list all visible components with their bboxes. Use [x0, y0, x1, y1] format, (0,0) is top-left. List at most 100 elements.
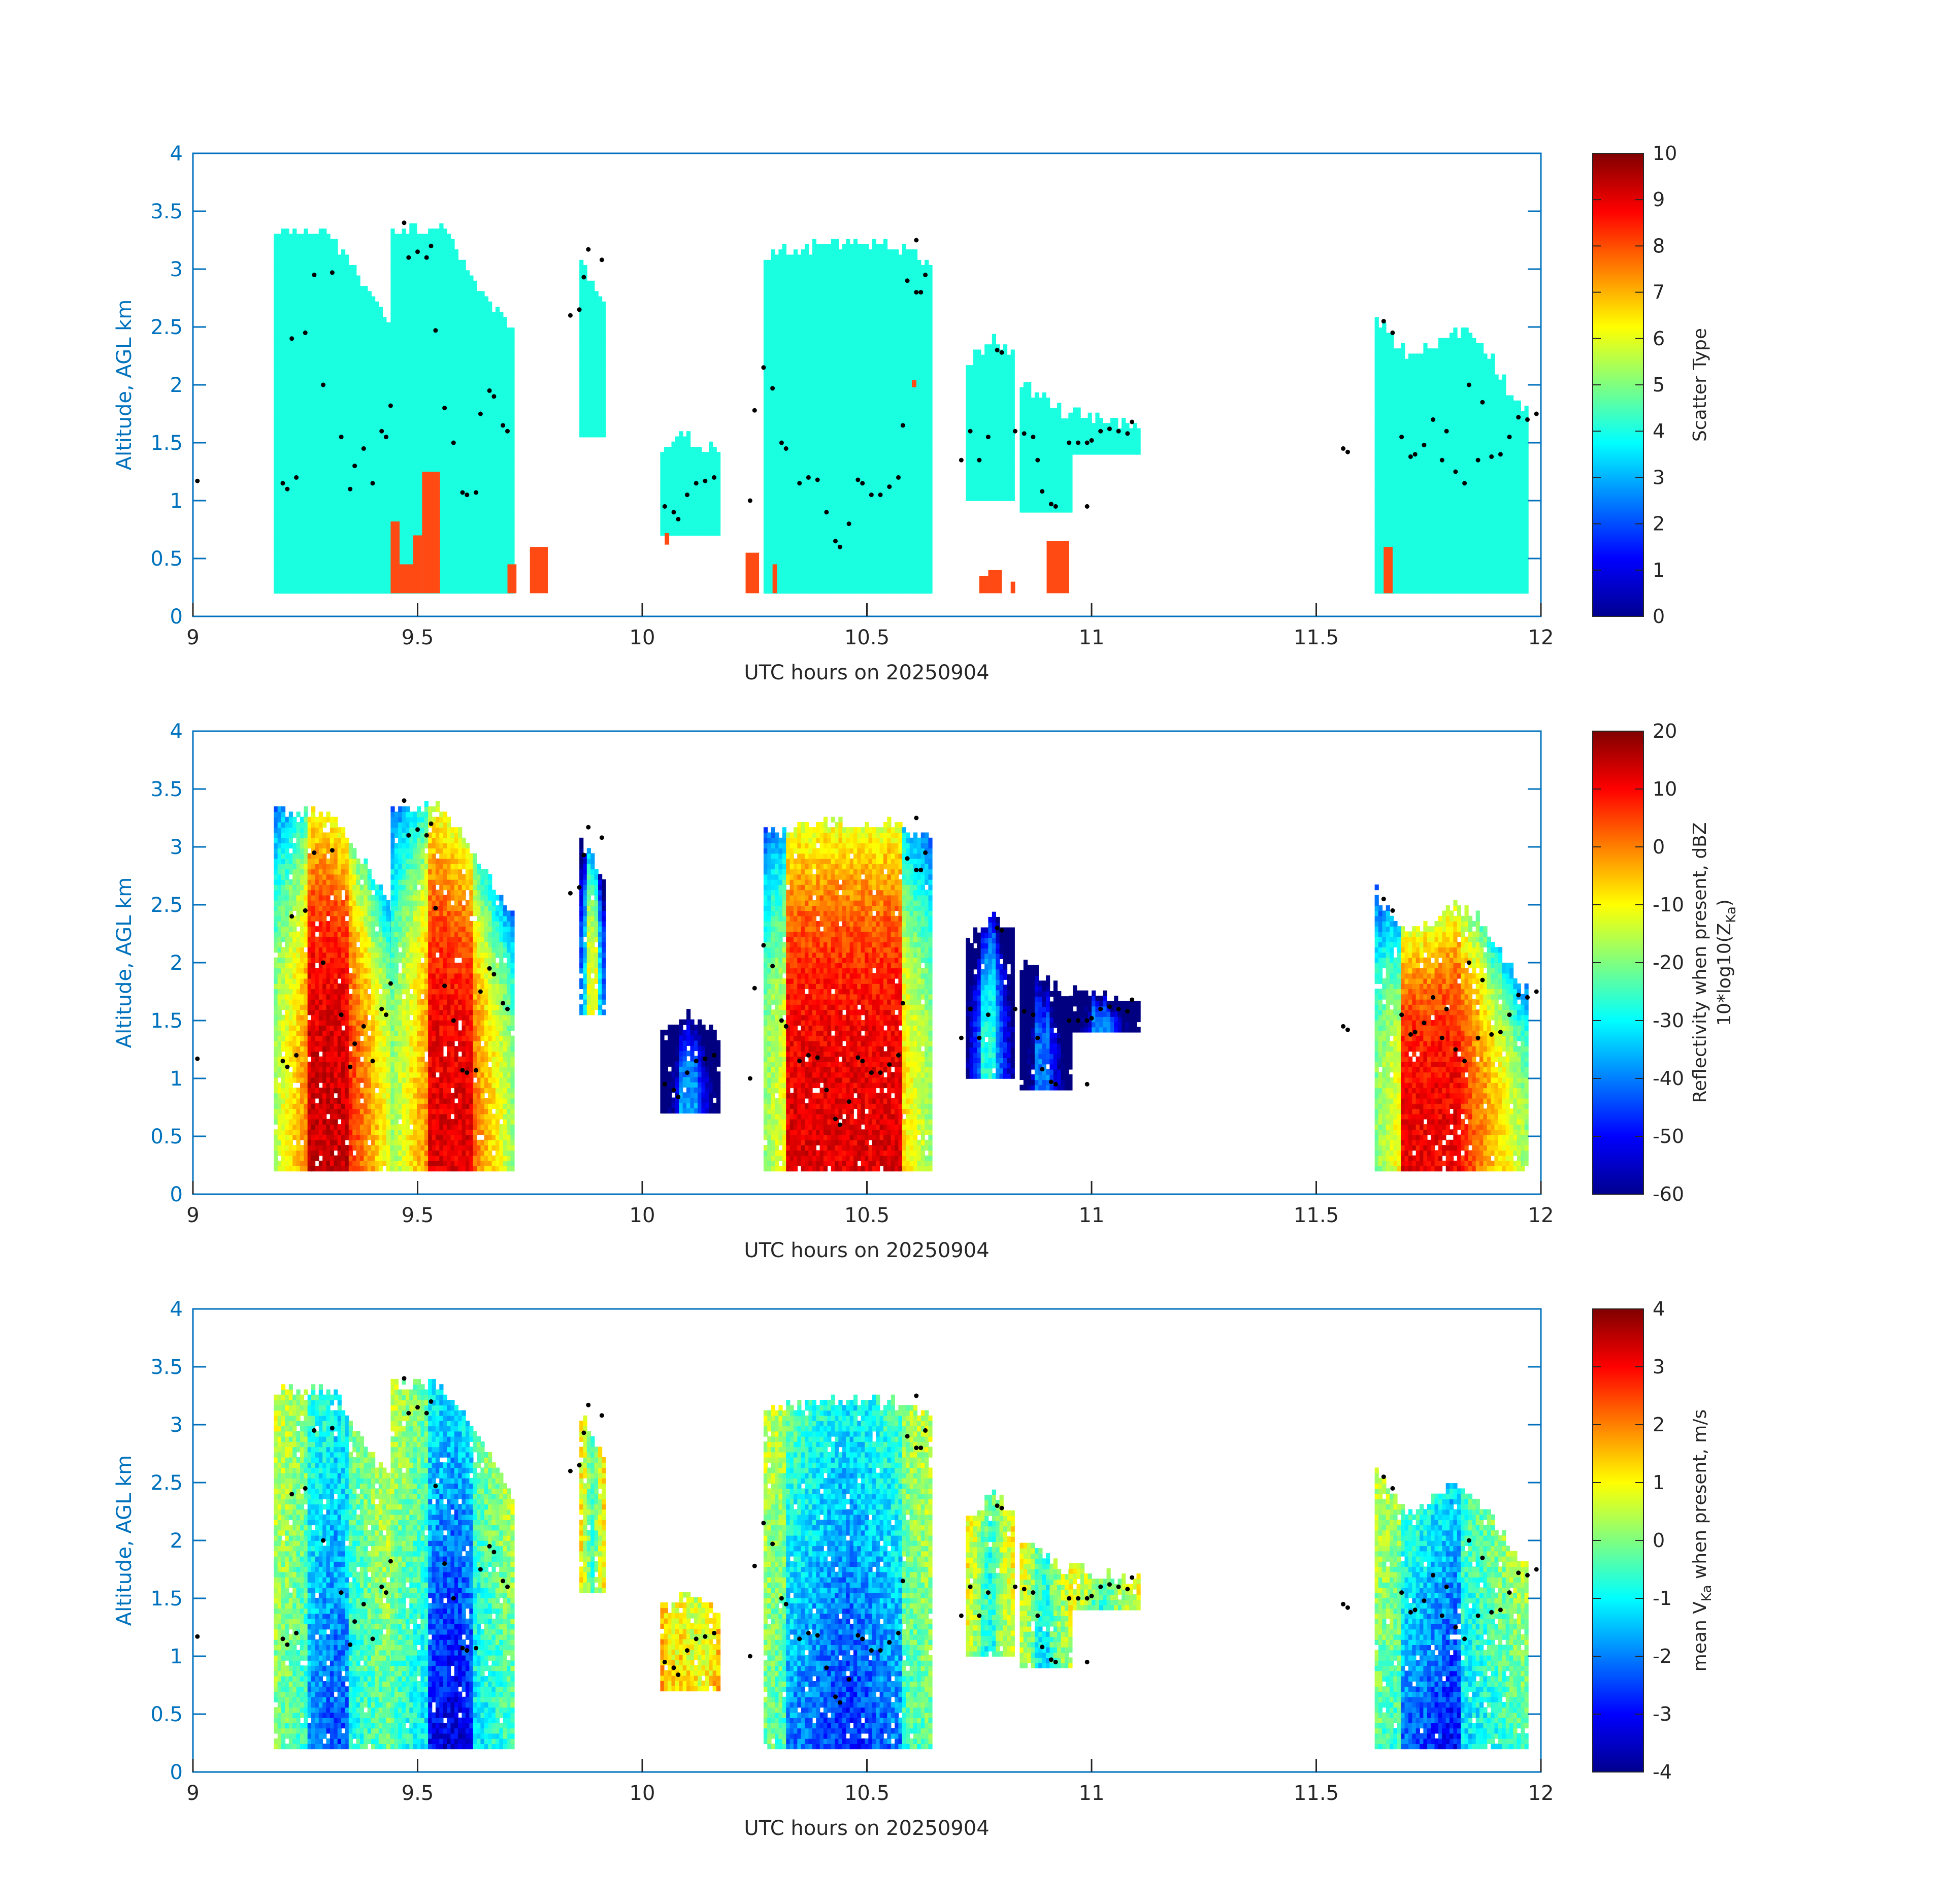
heatmap-cell: [326, 265, 331, 271]
heatmap-cell: [409, 520, 414, 526]
heatmap-cell: [390, 291, 395, 297]
heatmap-cell: [348, 572, 353, 578]
heatmap-cell: [330, 374, 335, 380]
heatmap-cell: [277, 327, 282, 334]
heatmap-cell: [378, 447, 383, 453]
heatmap-cell: [510, 510, 515, 516]
heatmap-cell: [307, 510, 312, 516]
heatmap-cell: [341, 353, 346, 359]
heatmap-cell: [367, 536, 372, 542]
heatmap-cell: [345, 369, 349, 375]
heatmap-cell: [300, 322, 305, 328]
heatmap-cell: [296, 322, 301, 328]
heatmap-cell: [462, 551, 466, 557]
heatmap-cell: [465, 457, 470, 464]
heatmap-cell: [590, 333, 595, 339]
heatmap-cell: [375, 546, 379, 552]
heatmap-cell: [337, 577, 342, 583]
heatmap-cell: [386, 531, 390, 537]
heatmap-cell: [356, 353, 360, 359]
heatmap-cell: [382, 526, 387, 532]
heatmap-cell: [439, 223, 444, 229]
heatmap-cell: [495, 369, 500, 375]
heatmap-cell: [405, 385, 410, 391]
heatmap-cell: [488, 411, 492, 417]
heatmap-cell: [705, 462, 710, 468]
heatmap-cell: [341, 411, 346, 417]
heatmap-cell: [277, 390, 282, 396]
heatmap-cell: [359, 301, 365, 307]
heatmap-cell: [311, 312, 316, 318]
heatmap-cell: [763, 473, 768, 479]
heatmap-cell: [382, 468, 387, 474]
heatmap-cell: [405, 483, 410, 489]
heatmap-cell: [450, 577, 455, 583]
heatmap-cell: [304, 483, 308, 489]
heatmap-cell: [771, 468, 775, 474]
heatmap-cell: [775, 395, 779, 401]
heatmap-cell: [334, 483, 338, 489]
heatmap-cell: [322, 473, 327, 479]
heatmap-cell: [292, 338, 297, 344]
heatmap-cell: [465, 483, 470, 489]
heatmap-cell: [443, 400, 447, 406]
heatmap-cell: [322, 333, 327, 339]
heatmap-cell: [424, 259, 429, 266]
heatmap-cell: [318, 520, 323, 526]
heatmap-cell: [307, 447, 312, 453]
heatmap-cell: [480, 338, 485, 344]
heatmap-cell: [598, 400, 603, 406]
heatmap-cell: [337, 270, 342, 276]
heatmap-cell: [345, 322, 349, 328]
heatmap-cell: [664, 483, 668, 489]
heatmap-cell: [767, 395, 772, 401]
heatmap-cell: [378, 369, 383, 375]
heatmap-cell: [352, 505, 357, 511]
heatmap-cell: [664, 452, 668, 458]
heatmap-cell: [296, 395, 301, 401]
heatmap-cell: [359, 322, 365, 328]
heatmap-cell: [341, 374, 346, 380]
heatmap-cell: [378, 395, 383, 401]
heatmap-cell: [348, 364, 353, 370]
heatmap-cell: [767, 447, 772, 453]
heatmap-cell: [439, 270, 444, 276]
heatmap-cell: [473, 338, 477, 344]
heatmap-cell: [499, 505, 504, 511]
heatmap-cell: [491, 364, 496, 370]
heatmap-cell: [382, 364, 387, 370]
heatmap-cell: [371, 526, 376, 532]
heatmap-cell: [364, 421, 368, 427]
heatmap-cell: [285, 551, 289, 557]
heatmap-cell: [443, 301, 447, 307]
heatmap-cell: [439, 333, 444, 339]
heatmap-cell: [586, 348, 591, 354]
heatmap-cell: [709, 441, 713, 447]
heatmap-cell: [510, 457, 515, 464]
heatmap-cell: [417, 301, 421, 307]
heatmap-cell: [398, 301, 403, 307]
heatmap-cell: [326, 541, 331, 547]
heatmap-cell: [405, 432, 410, 438]
heatmap-cell: [371, 556, 376, 563]
heatmap-cell: [281, 379, 286, 385]
heatmap-cell: [341, 322, 346, 328]
heatmap-cell: [285, 254, 289, 260]
heatmap-cell: [462, 437, 466, 443]
heatmap-cell: [274, 411, 278, 417]
heatmap-cell: [507, 348, 511, 354]
heatmap-cell: [371, 452, 376, 458]
heatmap-cell: [304, 567, 308, 573]
heatmap-cell: [462, 447, 466, 453]
heatmap-cell: [311, 531, 316, 537]
heatmap-cell: [364, 426, 368, 433]
heatmap-cell: [322, 327, 327, 334]
heatmap-cell: [491, 520, 496, 526]
heatmap-cell: [318, 385, 323, 391]
heatmap-cell: [364, 562, 368, 568]
heatmap-cell: [300, 374, 305, 380]
heatmap-cell: [292, 489, 297, 495]
heatmap-cell: [417, 505, 421, 511]
heatmap-cell: [503, 582, 507, 588]
heatmap-cell: [432, 468, 436, 474]
